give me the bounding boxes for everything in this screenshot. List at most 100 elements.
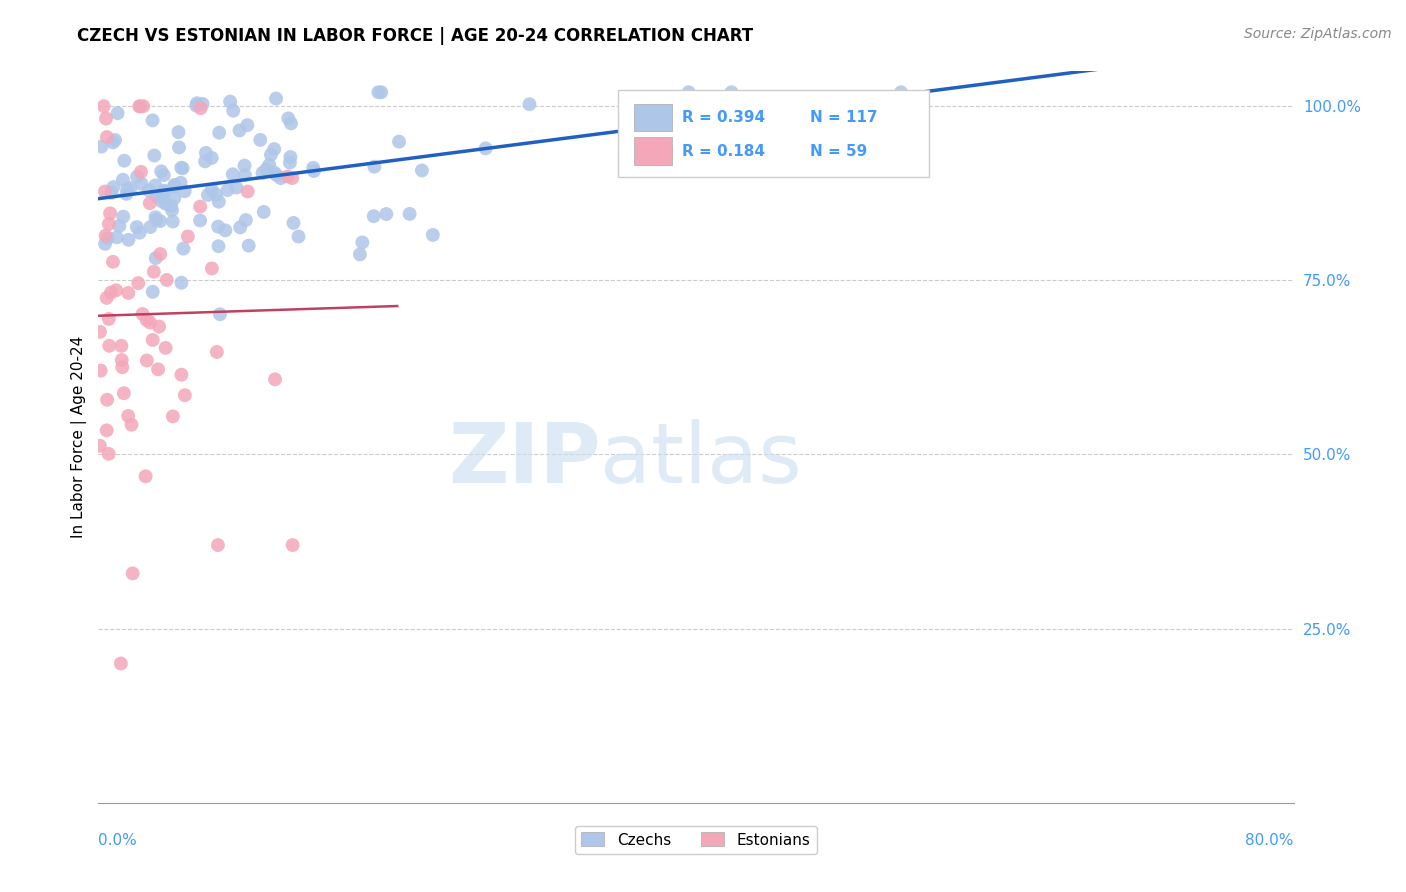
Point xyxy=(208,307,231,321)
Point xyxy=(363,160,385,174)
Point xyxy=(145,210,167,224)
Point xyxy=(191,96,214,111)
Point xyxy=(222,103,245,118)
Point xyxy=(235,213,257,227)
Point xyxy=(252,166,274,180)
Point xyxy=(98,339,121,353)
Point xyxy=(283,216,305,230)
Point xyxy=(263,142,285,156)
Point xyxy=(302,161,325,175)
Point xyxy=(229,220,252,235)
Point xyxy=(173,184,195,198)
Point xyxy=(128,99,150,113)
Point xyxy=(135,353,157,368)
Point xyxy=(148,319,170,334)
Point xyxy=(145,251,167,265)
Point xyxy=(90,139,112,153)
Point xyxy=(100,285,122,300)
Point xyxy=(139,316,162,330)
Point xyxy=(89,439,111,453)
Point xyxy=(96,130,118,145)
Point xyxy=(173,388,195,402)
Point xyxy=(266,168,288,182)
Point xyxy=(101,136,124,150)
Point xyxy=(112,386,135,401)
Point xyxy=(131,177,153,191)
Point xyxy=(281,171,304,186)
Point xyxy=(110,339,132,353)
Point xyxy=(370,85,392,99)
Point xyxy=(519,97,541,112)
Point xyxy=(236,185,259,199)
Point xyxy=(233,168,256,182)
Point xyxy=(398,207,420,221)
Point xyxy=(97,447,120,461)
Point xyxy=(207,219,229,234)
Point xyxy=(103,180,125,194)
Point xyxy=(96,291,118,305)
Point xyxy=(207,239,229,253)
Point xyxy=(117,409,139,423)
Point xyxy=(287,229,309,244)
Point xyxy=(143,178,166,193)
Point xyxy=(111,353,134,368)
FancyBboxPatch shape xyxy=(634,103,672,131)
Point xyxy=(264,91,287,105)
Point xyxy=(97,217,120,231)
Point xyxy=(142,265,165,279)
Point xyxy=(422,227,444,242)
Point xyxy=(145,212,167,227)
Point xyxy=(197,188,219,202)
Point xyxy=(214,223,236,237)
Point xyxy=(131,307,153,321)
Point xyxy=(201,151,224,165)
Point xyxy=(97,312,120,326)
Point xyxy=(96,392,118,407)
Point xyxy=(177,229,200,244)
Point xyxy=(160,203,183,218)
Point xyxy=(153,185,176,199)
Point xyxy=(111,172,134,186)
Point xyxy=(201,261,224,276)
Point xyxy=(170,368,193,382)
Point xyxy=(474,141,496,155)
Point xyxy=(100,186,122,200)
Point xyxy=(142,285,165,299)
Point xyxy=(170,161,193,175)
Point xyxy=(260,148,283,162)
Point xyxy=(120,181,142,195)
Point xyxy=(194,145,217,160)
Point xyxy=(152,168,174,182)
Point xyxy=(149,214,172,228)
Y-axis label: In Labor Force | Age 20-24: In Labor Force | Age 20-24 xyxy=(72,336,87,538)
Point xyxy=(190,101,212,115)
Point xyxy=(352,235,374,250)
Point xyxy=(153,184,176,198)
Point xyxy=(278,155,301,169)
Point xyxy=(163,179,186,194)
Point xyxy=(207,538,229,552)
Point xyxy=(205,187,228,202)
Point xyxy=(225,180,247,194)
Point xyxy=(129,99,152,113)
Point xyxy=(249,133,271,147)
Point xyxy=(238,238,260,252)
Point xyxy=(115,182,138,196)
Point xyxy=(155,341,177,355)
Point xyxy=(188,200,211,214)
Text: atlas: atlas xyxy=(600,418,801,500)
Point xyxy=(155,196,177,211)
Text: R = 0.184: R = 0.184 xyxy=(682,144,765,159)
FancyBboxPatch shape xyxy=(634,137,672,165)
Point xyxy=(236,118,259,132)
FancyBboxPatch shape xyxy=(619,90,929,178)
Point xyxy=(149,247,172,261)
Point xyxy=(720,85,742,99)
Point xyxy=(112,153,135,168)
Point xyxy=(208,194,231,209)
Point xyxy=(117,285,139,300)
Point xyxy=(94,185,117,199)
Point xyxy=(150,188,173,202)
Point xyxy=(270,171,292,186)
Point xyxy=(167,140,190,154)
